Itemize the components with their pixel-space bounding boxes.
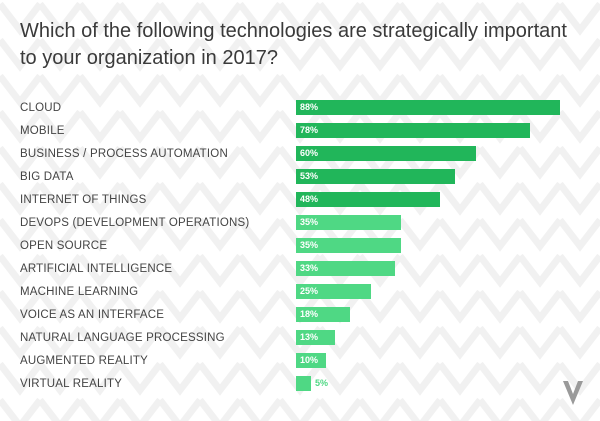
bar-value-label: 88%	[300, 102, 319, 112]
bar: 13%	[296, 330, 335, 345]
bar-value-label: 78%	[300, 125, 319, 135]
category-label: AUGMENTED REALITY	[20, 355, 149, 367]
bar-value-label: 35%	[300, 240, 319, 250]
bar-value-label: 60%	[300, 148, 319, 158]
chart-title: Which of the following technologies are …	[20, 20, 567, 69]
category-label: BUSINESS / PROCESS AUTOMATION	[20, 148, 228, 160]
bar: 60%	[296, 146, 476, 161]
bar: 10%	[296, 353, 326, 368]
category-label: BIG DATA	[20, 171, 74, 183]
bar-value-label: 48%	[300, 194, 319, 204]
bar: 35%	[296, 238, 401, 253]
category-label: NATURAL LANGUAGE PROCESSING	[20, 332, 225, 344]
bar: 78%	[296, 123, 530, 138]
bar: 48%	[296, 192, 440, 207]
category-label: VOICE AS AN INTERFACE	[20, 309, 165, 321]
bar: 88%	[296, 100, 560, 115]
bar-value-label: 18%	[300, 309, 319, 319]
category-label: MOBILE	[20, 125, 65, 137]
bar-value-label: 5%	[315, 378, 329, 388]
bar-value-label: 10%	[300, 355, 319, 365]
bar: 53%	[296, 169, 455, 184]
v-logo-icon	[563, 381, 583, 405]
category-label: MACHINE LEARNING	[20, 286, 139, 298]
bar-value-label: 53%	[300, 171, 319, 181]
bar: 33%	[296, 261, 395, 276]
bar: 35%	[296, 215, 401, 230]
bar: 25%	[296, 284, 371, 299]
category-label: OPEN SOURCE	[20, 240, 108, 252]
category-label: DEVOPS (DEVELOPMENT OPERATIONS)	[20, 217, 250, 229]
category-label: INTERNET OF THINGS	[20, 194, 147, 206]
category-label: VIRTUAL REALITY	[20, 378, 123, 390]
bar: 5%	[296, 376, 328, 391]
category-label: CLOUD	[20, 102, 62, 114]
bar: 18%	[296, 307, 350, 322]
bar-value-label: 33%	[300, 263, 319, 273]
bar-value-label: 35%	[300, 217, 319, 227]
bar-value-label: 13%	[300, 332, 319, 342]
bar-value-label: 25%	[300, 286, 319, 296]
category-label: ARTIFICIAL INTELLIGENCE	[20, 263, 173, 275]
